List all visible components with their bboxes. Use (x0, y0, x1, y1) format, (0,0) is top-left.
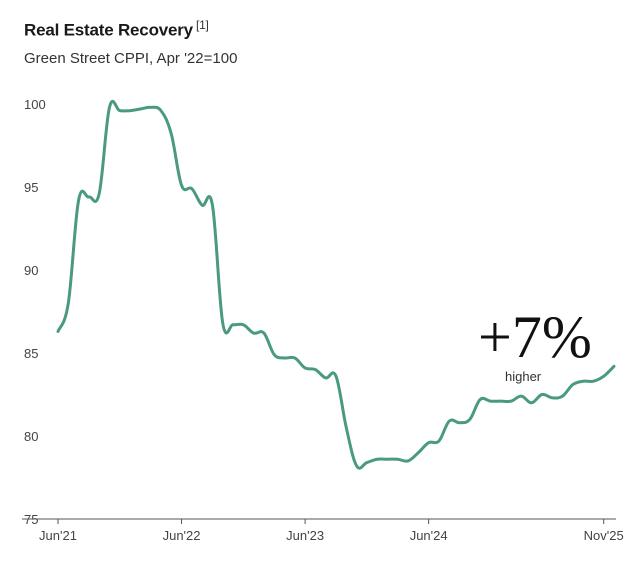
series-line (56, 99, 616, 470)
annotation-label: higher (505, 369, 542, 384)
x-tick-label: Jun'24 (410, 528, 448, 543)
annotation-group: +7% higher (478, 304, 592, 384)
x-tick-label: Nov'25 (584, 528, 624, 543)
y-tick-label: 90 (24, 263, 38, 278)
chart-title: Real Estate Recovery [1] (24, 18, 209, 41)
series-group (56, 99, 616, 470)
x-tick-label: Jun'21 (39, 528, 77, 543)
y-tick-label: 80 (24, 429, 38, 444)
annotation-value: +7% (478, 304, 592, 370)
y-tick-label: 95 (24, 180, 38, 195)
x-tick-label: Jun'22 (163, 528, 201, 543)
y-tick-label: 85 (24, 346, 38, 361)
y-tick-label: 100 (24, 97, 46, 112)
x-axis: Jun'21 Jun'22 Jun'23 Jun'24 Nov'25 (39, 519, 624, 543)
x-tick-label: Jun'23 (286, 528, 324, 543)
chart-subtitle: Green Street CPPI, Apr '22=100 (24, 50, 238, 67)
chart-title-text: Real Estate Recovery (24, 20, 193, 40)
chart-footnote: [1] (195, 18, 209, 32)
